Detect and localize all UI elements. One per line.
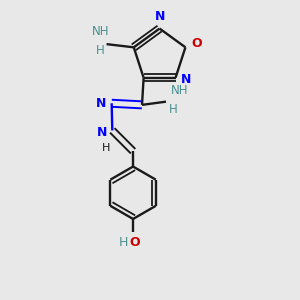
Text: O: O <box>191 37 202 50</box>
Text: H: H <box>169 103 178 116</box>
Text: N: N <box>154 10 165 23</box>
Text: N: N <box>97 125 107 139</box>
Text: NH: NH <box>171 84 188 97</box>
Text: NH: NH <box>92 26 109 38</box>
Text: N: N <box>181 73 192 86</box>
Text: H: H <box>102 143 110 153</box>
Text: O: O <box>129 236 140 249</box>
Text: H: H <box>96 44 105 57</box>
Text: N: N <box>96 97 106 110</box>
Text: H: H <box>119 236 128 249</box>
